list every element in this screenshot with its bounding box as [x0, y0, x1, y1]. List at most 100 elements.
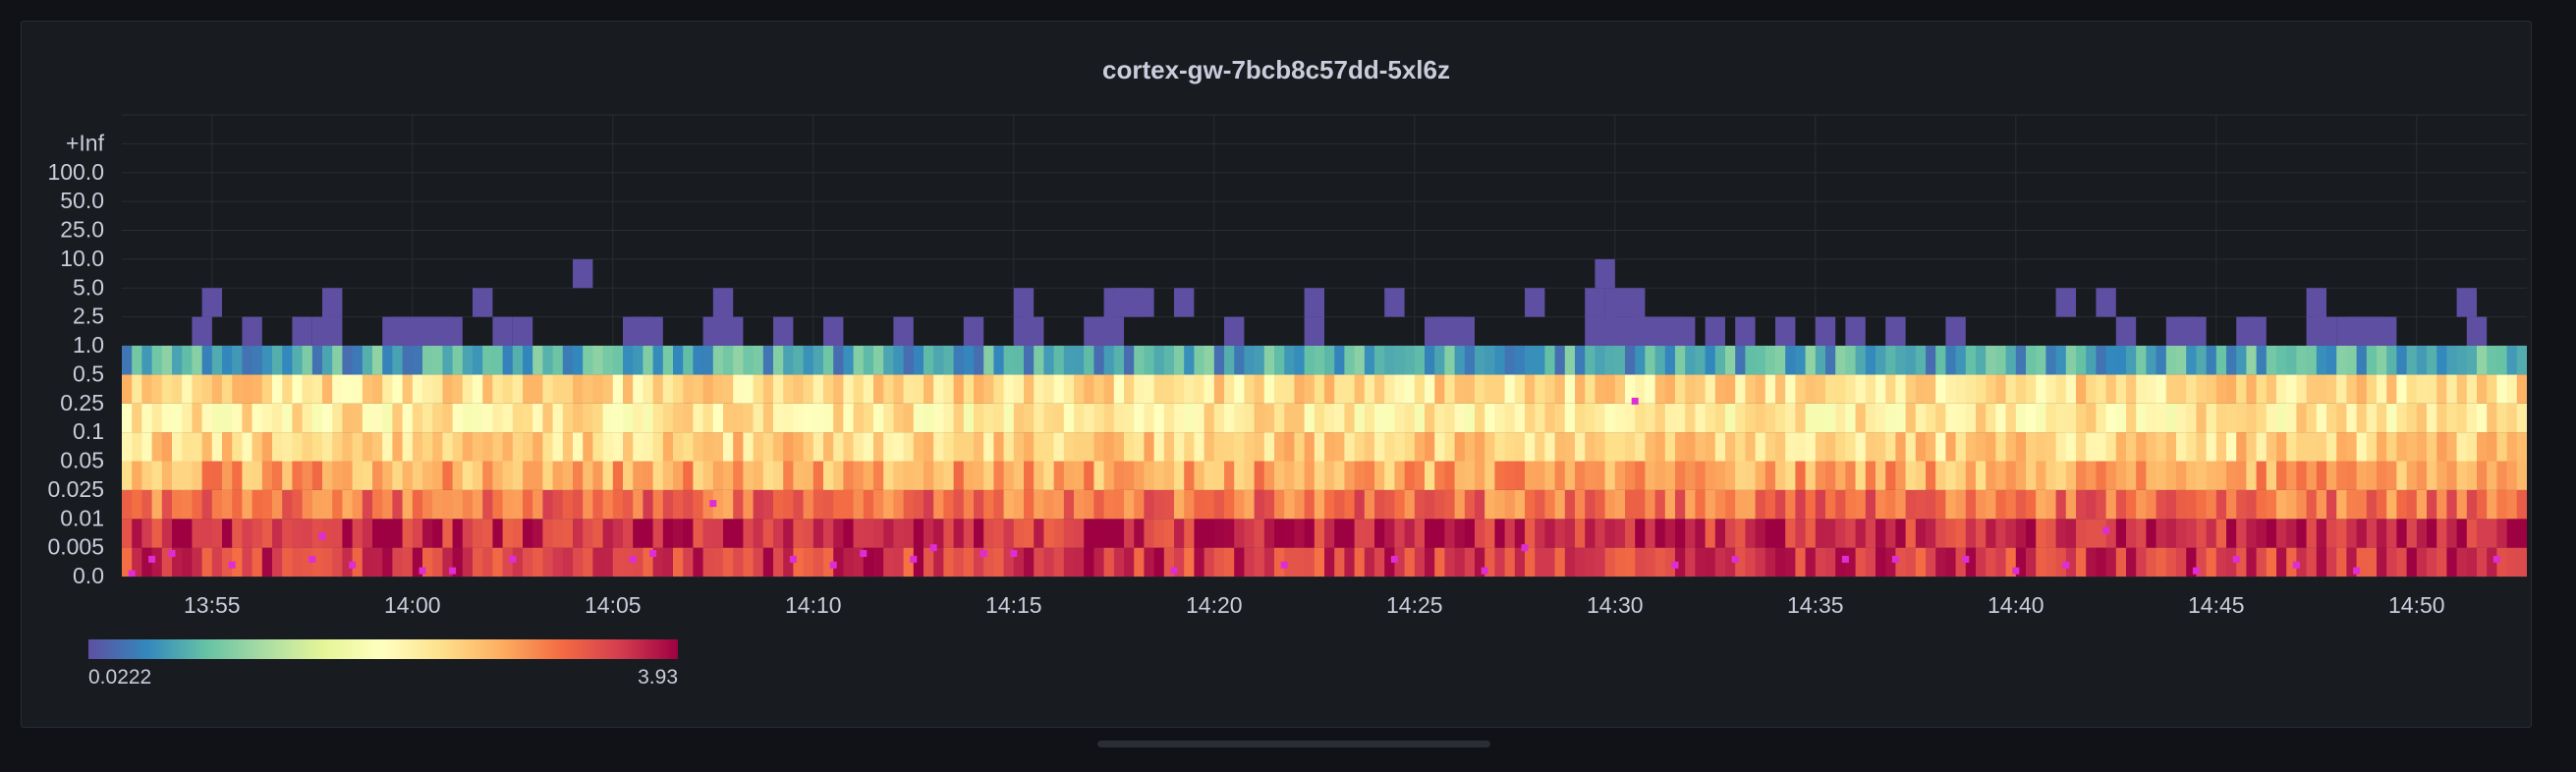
heatmap-cell[interactable]: [1234, 461, 1245, 490]
heatmap-cell[interactable]: [943, 519, 955, 548]
heatmap-cell[interactable]: [1103, 489, 1115, 520]
heatmap-cell[interactable]: [2496, 519, 2508, 548]
heatmap-cell[interactable]: [2036, 346, 2046, 375]
heatmap-cell[interactable]: [402, 519, 414, 548]
heatmap-cell[interactable]: [272, 461, 283, 490]
heatmap-cell[interactable]: [2356, 346, 2368, 375]
heatmap-cell[interactable]: [1234, 489, 1245, 520]
heatmap-cell[interactable]: [1755, 519, 1766, 548]
heatmap-cell[interactable]: [1414, 489, 1426, 520]
heatmap-cell[interactable]: [1795, 432, 1807, 462]
heatmap-cell[interactable]: [2096, 374, 2107, 404]
heatmap-cell[interactable]: [1174, 346, 1185, 375]
heatmap-cell[interactable]: [2076, 461, 2087, 490]
heatmap-cell[interactable]: [1113, 346, 1125, 375]
heatmap-cell[interactable]: [2096, 403, 2107, 433]
heatmap-cell[interactable]: [853, 374, 865, 404]
heatmap-cell[interactable]: [1414, 432, 1426, 462]
heatmap-cell[interactable]: [1304, 432, 1316, 462]
heatmap-cell[interactable]: [362, 489, 373, 520]
heatmap-cell[interactable]: [683, 461, 694, 490]
heatmap-cell[interactable]: [141, 403, 153, 433]
heatmap-cell[interactable]: [2206, 403, 2217, 433]
heatmap-cell[interactable]: [873, 489, 884, 520]
heatmap-cell[interactable]: [643, 346, 654, 375]
heatmap-cell[interactable]: [702, 432, 714, 462]
heatmap-cell[interactable]: [372, 432, 383, 462]
heatmap-cell[interactable]: [473, 489, 483, 520]
heatmap-cell[interactable]: [2026, 547, 2037, 577]
heatmap-cell[interactable]: [2055, 374, 2067, 404]
heatmap-cell[interactable]: [963, 403, 975, 433]
heatmap-cell[interactable]: [172, 374, 183, 404]
heatmap-cell[interactable]: [2516, 519, 2528, 548]
heatmap-cell[interactable]: [2146, 519, 2157, 548]
heatmap-cell[interactable]: [2466, 547, 2478, 577]
heatmap-cell[interactable]: [933, 519, 944, 548]
heatmap-cell[interactable]: [733, 519, 744, 548]
heatmap-cell[interactable]: [643, 519, 654, 548]
heatmap-cell[interactable]: [1043, 547, 1055, 577]
heatmap-cell[interactable]: [2336, 374, 2347, 404]
heatmap-cell[interactable]: [762, 547, 774, 577]
heatmap-cell[interactable]: [402, 403, 414, 433]
heatmap-cell[interactable]: [1795, 489, 1807, 520]
heatmap-cell[interactable]: [1876, 374, 1886, 404]
heatmap-cell[interactable]: [2165, 374, 2177, 404]
heatmap-cell[interactable]: [402, 547, 414, 577]
heatmap-cell[interactable]: [1945, 547, 1957, 577]
heatmap-cell[interactable]: [1685, 432, 1696, 462]
heatmap-cell[interactable]: [1945, 432, 1957, 462]
heatmap-cell[interactable]: [1124, 461, 1135, 490]
heatmap-cell[interactable]: [1915, 374, 1927, 404]
heatmap-cell[interactable]: [552, 519, 564, 548]
exemplar-marker[interactable]: [1962, 555, 1970, 563]
heatmap-cell[interactable]: [502, 374, 514, 404]
exemplar-marker[interactable]: [1481, 567, 1488, 575]
heatmap-cell[interactable]: [1184, 489, 1195, 520]
heatmap-cell[interactable]: [2377, 547, 2387, 577]
heatmap-cell[interactable]: [1174, 519, 1185, 548]
heatmap-cell[interactable]: [903, 547, 915, 577]
heatmap-cell[interactable]: [1625, 489, 1636, 520]
heatmap-cell[interactable]: [1334, 547, 1345, 577]
heatmap-cell[interactable]: [132, 346, 142, 375]
heatmap-cell-sparse[interactable]: [1604, 288, 1625, 317]
exemplar-marker[interactable]: [128, 570, 136, 578]
heatmap-cell[interactable]: [1654, 547, 1666, 577]
heatmap-cell[interactable]: [683, 432, 694, 462]
heatmap-cell[interactable]: [1564, 547, 1576, 577]
heatmap-cell[interactable]: [1895, 432, 1907, 462]
heatmap-cell[interactable]: [1394, 374, 1406, 404]
heatmap-cell[interactable]: [753, 461, 764, 490]
heatmap-cell[interactable]: [1124, 346, 1135, 375]
heatmap-cell[interactable]: [1815, 547, 1826, 577]
heatmap-cell[interactable]: [2386, 489, 2397, 520]
heatmap-cell[interactable]: [512, 547, 524, 577]
heatmap-cell[interactable]: [1805, 346, 1817, 375]
heatmap-cell-sparse[interactable]: [492, 316, 513, 347]
heatmap-cell[interactable]: [823, 403, 834, 433]
heatmap-cell[interactable]: [873, 432, 884, 462]
heatmap-cell[interactable]: [1664, 489, 1676, 520]
heatmap-cell[interactable]: [1304, 461, 1316, 490]
heatmap-cell[interactable]: [1144, 403, 1155, 433]
heatmap-cell[interactable]: [602, 489, 614, 520]
heatmap-cell[interactable]: [2377, 346, 2387, 375]
heatmap-cell[interactable]: [272, 374, 283, 404]
heatmap-cell[interactable]: [683, 374, 694, 404]
heatmap-cell[interactable]: [1003, 432, 1015, 462]
heatmap-cell[interactable]: [762, 461, 774, 490]
heatmap-cell[interactable]: [2446, 346, 2458, 375]
heatmap-cell[interactable]: [1685, 519, 1696, 548]
heatmap-cell[interactable]: [1043, 489, 1055, 520]
heatmap-cell[interactable]: [482, 432, 493, 462]
heatmap-cell[interactable]: [1464, 432, 1476, 462]
heatmap-cell[interactable]: [1144, 432, 1155, 462]
heatmap-cell[interactable]: [1013, 374, 1025, 404]
heatmap-cell[interactable]: [2065, 403, 2077, 433]
heatmap-cell[interactable]: [1444, 374, 1456, 404]
heatmap-cell[interactable]: [2336, 489, 2347, 520]
heatmap-cell[interactable]: [812, 432, 824, 462]
heatmap-cell[interactable]: [292, 461, 304, 490]
